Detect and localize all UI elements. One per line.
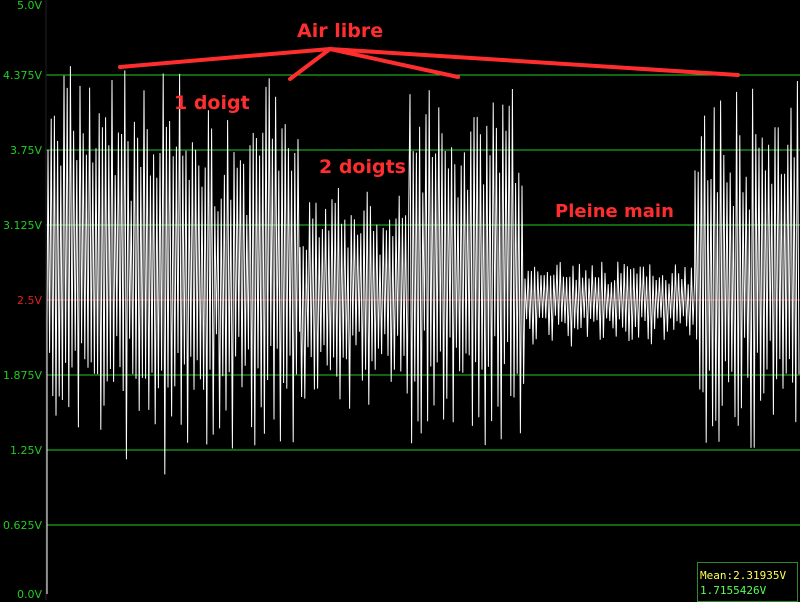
y-tick-label: 3.75V [10, 144, 42, 157]
air-libre-pointer-lines [118, 47, 740, 81]
y-tick-label: 4.375V [3, 69, 42, 82]
waveform-series [46, 66, 800, 594]
y-tick-label: 3.125V [3, 219, 42, 232]
y-axis-tick-labels: 5.0V 4.375V 3.75V 3.125V 2.5V 1.875V 1.25V 0.62… [3, 0, 42, 600]
annotation-2-doigts: 2 doigts [319, 156, 406, 178]
annotations: Air libre 1 doigt 2 doigts Pleine main [118, 20, 740, 222]
y-tick-label: 0.625V [3, 519, 42, 532]
pointer-line-2 [288, 47, 332, 81]
annotation-air-libre: Air libre [297, 20, 383, 42]
y-tick-label: 0.0V [17, 588, 42, 600]
y-tick-label: 1.875V [3, 369, 42, 382]
min-value: 1.7155426V [700, 584, 767, 597]
y-tick-label: 5.0V [17, 0, 42, 12]
y-tick-label: 1.25V [10, 444, 42, 457]
mean-value: Mean:2.31935V [700, 569, 787, 582]
pointer-line-4 [328, 47, 740, 77]
annotation-pleine-main: Pleine main [555, 201, 674, 222]
annotation-1-doigt: 1 doigt [174, 92, 250, 114]
measurement-readout: Mean:2.31935V 1.7155426V [697, 562, 798, 602]
y-tick-label: 2.5V [17, 294, 42, 307]
pointer-line-1 [118, 47, 332, 69]
pointer-line-3 [328, 47, 460, 79]
